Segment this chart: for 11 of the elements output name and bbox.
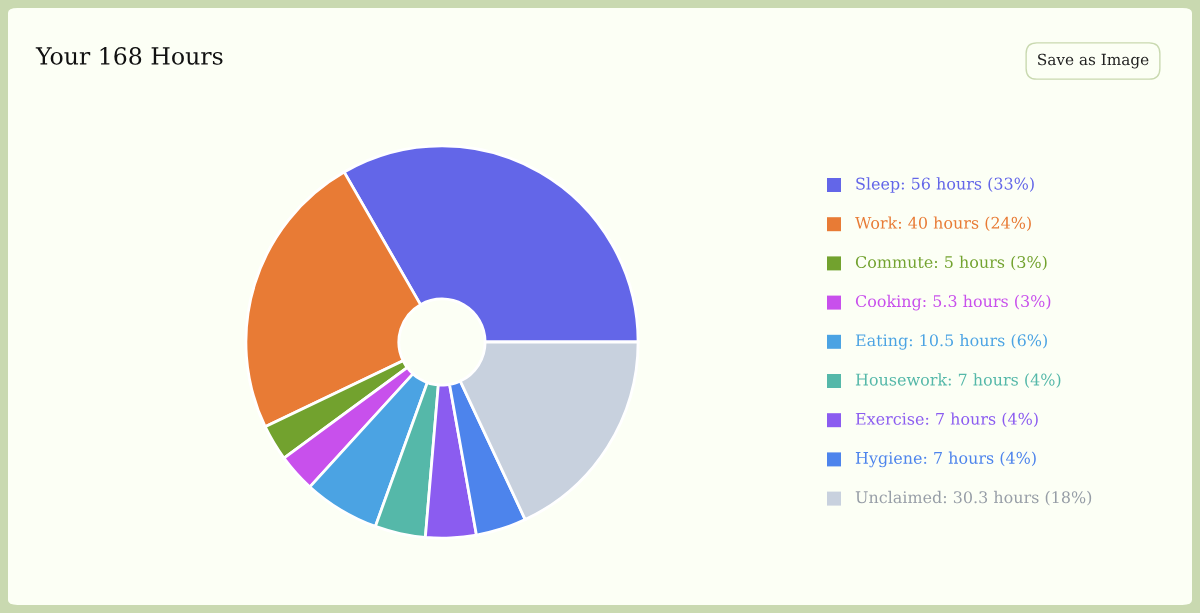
text: Save as Image xyxy=(1038,53,1149,69)
legend-label: Eating: 10.5 hours (6%) xyxy=(855,333,1047,350)
legend-label: Cooking: 5.3 hours (3%) xyxy=(855,294,1051,311)
legend-label: Sleep: 56 hours (33%) xyxy=(856,177,1034,193)
legend-label: Housework: 7 hours (4%) xyxy=(855,373,1061,388)
legend-label: Unclaimed: 30.3 hours (18%) xyxy=(855,490,1092,506)
chart-title: Your 168 Hours xyxy=(35,46,223,65)
legend-label: Hygiene: 7 hours (4%) xyxy=(855,451,1036,468)
legend-label: Exercise: 7 hours (4%) xyxy=(855,412,1038,428)
legend-label: Commute: 5 hours (3%) xyxy=(855,255,1047,271)
legend-label: Work: 40 hours (24%) xyxy=(855,216,1031,232)
